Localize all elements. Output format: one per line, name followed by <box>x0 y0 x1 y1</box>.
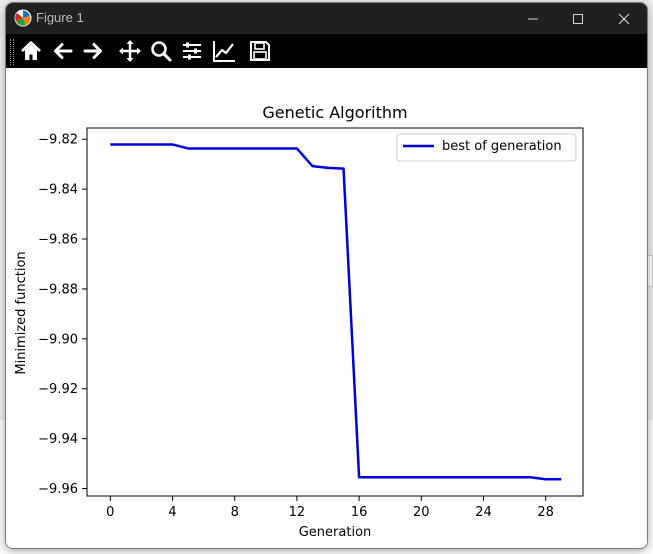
y-tick-label: −9.82 <box>38 133 78 148</box>
forward-arrow-icon <box>83 43 102 59</box>
toolbar-grip <box>10 39 14 65</box>
plot-frame <box>86 127 584 497</box>
x-tick-label: 28 <box>537 505 554 520</box>
figure-window: Figure 1 <box>5 2 648 549</box>
x-tick-label: 16 <box>351 505 368 520</box>
x-tick-label: 12 <box>289 505 306 520</box>
x-tick-label: 4 <box>168 505 176 520</box>
y-tick-label: −9.86 <box>38 233 78 248</box>
y-tick-label: −9.84 <box>38 183 78 198</box>
save-button[interactable] <box>247 38 273 64</box>
edit-axes-icon <box>213 41 235 62</box>
back-arrow-icon <box>54 43 73 59</box>
maximize-button[interactable] <box>555 3 601 34</box>
home-button[interactable] <box>18 38 44 64</box>
minimize-button[interactable] <box>510 3 556 34</box>
minimize-icon <box>528 18 538 20</box>
pan-button[interactable] <box>117 38 143 64</box>
x-tick-label: 0 <box>106 505 114 520</box>
line-chart[interactable]: Genetic Algorithm −9.82−9.84−9.86−9.88−9… <box>6 68 647 548</box>
zoom-button[interactable] <box>148 38 174 64</box>
forward-button[interactable] <box>80 38 106 64</box>
zoom-magnifier-icon <box>151 41 172 62</box>
series-layer <box>110 143 562 481</box>
close-button[interactable] <box>601 3 647 34</box>
figure-canvas[interactable]: Genetic Algorithm −9.82 −9.84 −9.86 −9.88 −9… <box>6 68 647 548</box>
y-tick-label: −9.94 <box>38 432 78 447</box>
window-title: Figure 1 <box>36 10 84 25</box>
x-tick-label: 24 <box>475 505 492 520</box>
legend-label: best of generation <box>442 139 562 154</box>
y-tick-label: −9.90 <box>38 332 78 347</box>
configure-subplots-icon <box>183 42 201 60</box>
x-axis: 0 4 8 12 16 20 24 28 <box>106 496 554 520</box>
series-line-best-of-generation <box>110 143 562 481</box>
app-icon <box>14 9 32 27</box>
maximize-icon <box>573 14 583 24</box>
y-tick-label: −9.96 <box>38 482 78 497</box>
home-icon <box>21 41 41 60</box>
x-axis-label: Generation <box>299 525 372 540</box>
legend-box <box>396 133 577 162</box>
back-button[interactable] <box>50 38 76 64</box>
configure-subplots-button[interactable] <box>179 38 205 64</box>
save-floppy-icon <box>250 41 270 61</box>
y-tick-label: −9.88 <box>38 282 78 297</box>
x-tick-label: 20 <box>413 505 430 520</box>
x-tick-label: 8 <box>231 505 239 520</box>
title-bar[interactable]: Figure 1 <box>6 3 647 34</box>
close-icon <box>618 13 630 25</box>
navigation-toolbar <box>6 34 647 68</box>
y-axis-label: Minimized function <box>14 251 29 374</box>
y-tick-label: −9.92 <box>38 382 78 397</box>
chart-title: Genetic Algorithm <box>262 103 407 122</box>
y-axis: −9.82 −9.84 −9.86 −9.88 −9.90 −9.92 −9.94 −9.96 <box>38 133 87 497</box>
legend: best of generation <box>396 133 577 162</box>
pan-move-icon <box>119 40 141 62</box>
edit-axes-button[interactable] <box>211 38 237 64</box>
